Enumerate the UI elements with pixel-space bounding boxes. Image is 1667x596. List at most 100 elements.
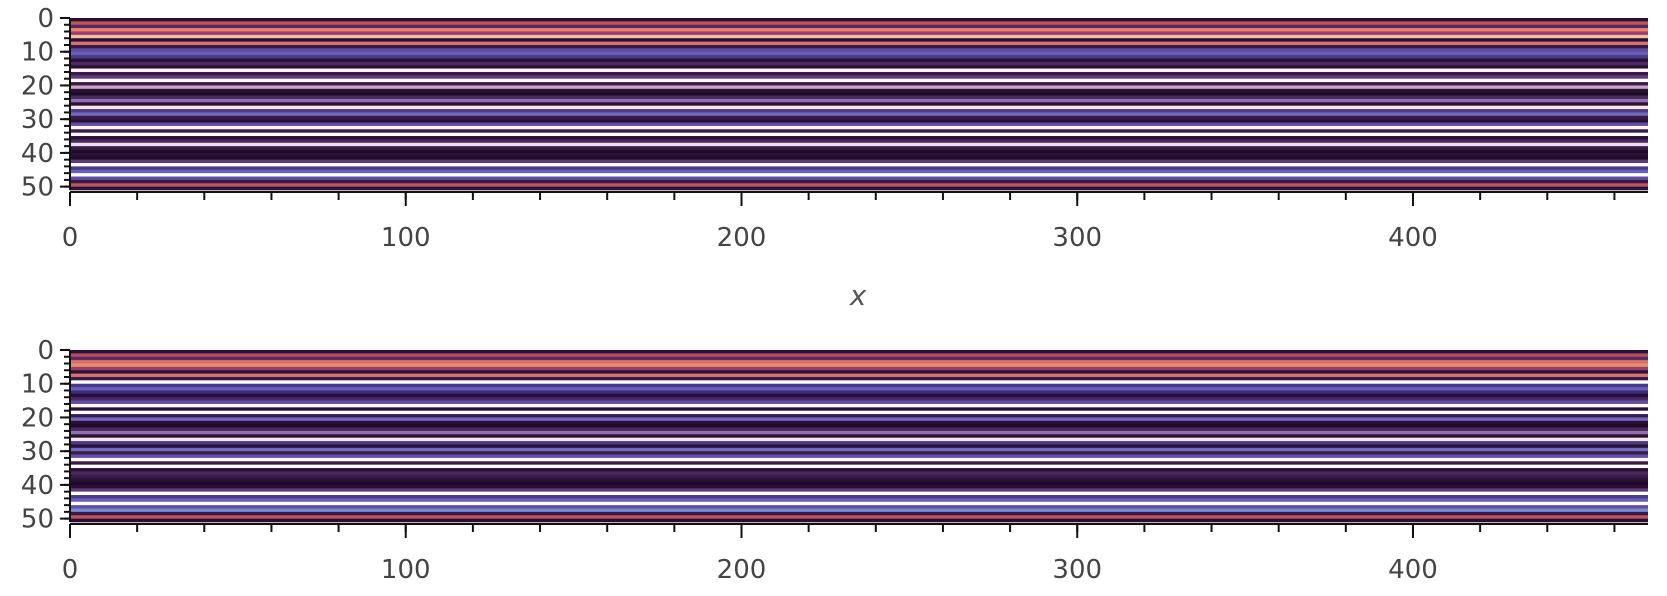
heatmap-row — [70, 403, 1648, 408]
x-tick-label: 200 — [717, 223, 767, 253]
y-tick-label: 30 — [21, 437, 54, 467]
heatmap-row — [70, 51, 1648, 56]
heatmap-row — [70, 61, 1648, 66]
heatmap-row — [70, 407, 1648, 412]
heatmap-row — [70, 129, 1648, 133]
heatmap-row — [70, 102, 1648, 106]
heatmap-row — [70, 119, 1648, 123]
heatmap-row — [70, 454, 1648, 459]
heatmap-row — [70, 441, 1648, 445]
heatmap-row — [70, 179, 1648, 184]
x-tick-label: 100 — [381, 555, 431, 585]
heatmap-row — [70, 156, 1648, 160]
heatmap-row — [70, 424, 1648, 428]
heatmap-row — [70, 373, 1648, 378]
heatmap-row — [70, 451, 1648, 455]
heatmap-row — [70, 48, 1648, 53]
heatmap-row — [70, 356, 1648, 361]
heatmap-row — [70, 393, 1648, 398]
heatmap-row — [70, 410, 1648, 415]
heatmap-row — [70, 163, 1648, 167]
heatmap-row — [70, 417, 1648, 422]
y-tick-label: 20 — [21, 71, 54, 101]
heatmap-row — [70, 498, 1648, 503]
heatmap-row — [70, 44, 1648, 49]
heatmap-row — [70, 115, 1648, 120]
heatmap-row — [70, 457, 1648, 462]
x-tick-label: 400 — [1388, 555, 1438, 585]
heatmap-row — [70, 397, 1648, 401]
heatmap-row — [70, 366, 1648, 371]
heatmap-row — [70, 461, 1648, 465]
heatmap-row — [70, 176, 1648, 181]
heatmap-row — [70, 55, 1648, 59]
x-axis-label: x — [849, 279, 867, 312]
heatmap-row — [70, 142, 1648, 147]
heatmap-row — [70, 464, 1648, 469]
heatmap-row — [70, 481, 1648, 486]
heatmap-row — [70, 92, 1648, 96]
y-tick-label: 50 — [21, 173, 54, 203]
heatmap-row — [70, 468, 1648, 472]
heatmap-row — [70, 125, 1648, 130]
x-tick-label: 200 — [717, 555, 767, 585]
heatmap-row — [70, 484, 1648, 489]
x-tick-label: 300 — [1052, 223, 1102, 253]
heatmap-row — [70, 434, 1648, 438]
heatmap-row — [70, 105, 1648, 110]
heatmap-row — [70, 363, 1648, 368]
x-tick-label: 400 — [1388, 223, 1438, 253]
heatmap-row — [70, 98, 1648, 103]
heatmap-row — [70, 501, 1648, 506]
heatmap-row — [70, 68, 1648, 73]
heatmap-row — [70, 474, 1648, 479]
heatmap-row — [70, 518, 1648, 523]
heatmap-row — [70, 132, 1648, 137]
heatmap-row — [70, 112, 1648, 117]
x-tick-label: 0 — [62, 223, 79, 253]
heatmap-row — [70, 400, 1648, 405]
heatmap-row — [70, 139, 1648, 144]
heatmap-row — [70, 447, 1648, 452]
heatmap-row — [70, 437, 1648, 442]
heatmap-row — [70, 414, 1648, 418]
heatmap-row — [70, 186, 1648, 191]
heatmap-row — [70, 24, 1648, 29]
y-tick-label: 40 — [21, 139, 54, 169]
y-tick-label: 30 — [21, 105, 54, 135]
heatmap-row — [70, 430, 1648, 435]
heatmap-row — [70, 444, 1648, 449]
y-tick-label: 0 — [37, 336, 54, 366]
heatmap-row — [70, 380, 1648, 385]
heatmap-row — [70, 82, 1648, 86]
heatmap-row — [70, 360, 1648, 364]
heatmap-row — [70, 370, 1648, 374]
heatmap-row — [70, 420, 1648, 425]
heatmap-row — [70, 376, 1648, 381]
x-tick-label: 300 — [1052, 555, 1102, 585]
heatmap-row — [70, 149, 1648, 154]
heatmap-row — [70, 390, 1648, 395]
heatmap-row — [70, 166, 1648, 171]
heatmap-row — [70, 122, 1648, 127]
heatmap-row — [70, 495, 1648, 499]
heatmap-row — [70, 85, 1648, 90]
y-tick-label: 10 — [21, 370, 54, 400]
heatmap-row — [70, 515, 1648, 519]
heatmap-row — [70, 491, 1648, 496]
heatmap-row — [70, 387, 1648, 391]
x-tick-label: 100 — [381, 223, 431, 253]
heatmap-row — [70, 31, 1648, 36]
heatmap-row — [70, 71, 1648, 76]
heatmap-row — [70, 146, 1648, 150]
heatmap-row — [70, 136, 1648, 140]
heatmap-row — [70, 95, 1648, 100]
heatmap-row — [70, 21, 1648, 26]
heatmap-row — [70, 169, 1648, 174]
y-tick-label: 50 — [21, 505, 54, 535]
heatmap-row — [70, 505, 1648, 509]
heatmap-row — [70, 78, 1648, 83]
heatmap-row — [70, 75, 1648, 80]
